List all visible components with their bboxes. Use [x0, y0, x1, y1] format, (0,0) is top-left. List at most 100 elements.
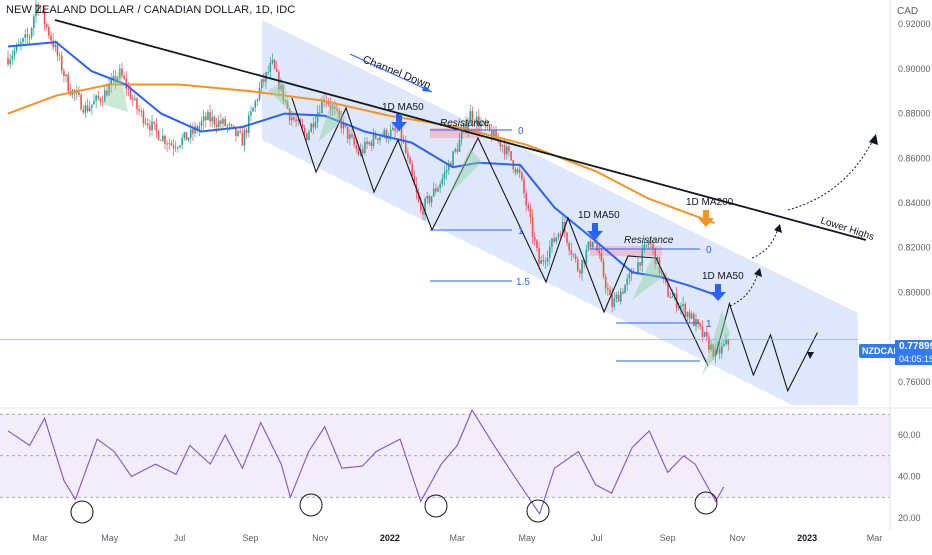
- candle: [540, 255, 542, 264]
- candle: [469, 104, 472, 122]
- candle: [303, 124, 306, 138]
- oversold-circle: [694, 491, 718, 515]
- candle: [428, 194, 431, 207]
- candle: [80, 92, 82, 111]
- candle: [486, 120, 489, 131]
- pair-title: NEW ZEALAND DOLLAR / CANADIAN DOLLAR, 1D…: [6, 4, 296, 16]
- candle-body: [667, 282, 669, 297]
- candle-body: [35, 4, 37, 17]
- candle: [63, 67, 65, 83]
- candle-body: [314, 122, 317, 128]
- candle: [220, 113, 222, 129]
- candle: [456, 143, 459, 155]
- continuation-curve: [729, 271, 759, 307]
- candle: [589, 238, 592, 250]
- candle: [123, 72, 125, 81]
- candle-body: [159, 140, 162, 141]
- candle: [572, 253, 575, 259]
- candle-body: [293, 117, 295, 120]
- candle-body: [196, 126, 198, 131]
- candle-body: [149, 125, 151, 131]
- ma-arrow-label: 1D MA50: [382, 102, 424, 113]
- candle: [647, 238, 650, 249]
- candle-body: [250, 111, 252, 116]
- candle-body: [579, 270, 581, 274]
- candle-body: [723, 344, 725, 346]
- candle-body: [432, 188, 435, 197]
- ma-arrow-label: 1D MA200: [686, 197, 734, 208]
- pattern-triangle: [702, 310, 730, 376]
- candle-body: [693, 313, 695, 327]
- candle: [82, 104, 85, 115]
- candle: [542, 254, 545, 267]
- candle-body: [686, 312, 689, 317]
- projection-path: [715, 301, 818, 393]
- candle-body: [192, 129, 194, 134]
- candle: [267, 65, 269, 76]
- candle-body: [177, 147, 179, 149]
- candle-body: [617, 294, 620, 302]
- candle: [604, 273, 607, 295]
- candle: [33, 14, 35, 36]
- candle-body: [273, 59, 276, 69]
- candle-body: [697, 319, 699, 324]
- candle: [501, 144, 504, 153]
- candle-body: [170, 143, 173, 146]
- oversold-circle: [299, 493, 323, 517]
- projection-arrowhead: [807, 352, 814, 359]
- candle: [17, 38, 20, 46]
- candle-body: [162, 135, 164, 141]
- candle: [723, 339, 725, 348]
- candle: [684, 301, 687, 321]
- candle: [585, 244, 588, 268]
- candle: [435, 183, 437, 195]
- candle-body: [338, 110, 340, 118]
- candle-body: [443, 172, 446, 179]
- candle-body: [538, 247, 540, 264]
- candle-body: [424, 198, 426, 215]
- candle: [200, 116, 203, 132]
- candle: [480, 117, 482, 129]
- candle: [140, 107, 143, 118]
- candle-body: [374, 133, 377, 139]
- candle: [157, 129, 160, 141]
- candle: [701, 320, 704, 342]
- candle: [426, 191, 429, 204]
- candle-body: [566, 232, 568, 243]
- candle-body: [88, 107, 91, 112]
- fib-level-label: 0: [706, 245, 712, 256]
- candle-body: [420, 201, 422, 211]
- candle-body: [346, 126, 349, 139]
- candle-body: [581, 259, 583, 274]
- candle: [35, 0, 37, 24]
- candle-body: [643, 244, 646, 249]
- candle: [598, 245, 601, 260]
- candle: [342, 119, 345, 135]
- candle-body: [112, 75, 115, 80]
- candle: [271, 53, 274, 65]
- oversold-circle: [526, 499, 550, 523]
- price-badge-pair: NZDCAD: [859, 344, 903, 358]
- candle-body: [45, 23, 48, 28]
- candle: [331, 102, 334, 116]
- pattern-triangle: [318, 100, 346, 142]
- candle: [458, 133, 461, 152]
- candle: [407, 147, 409, 163]
- ma50-arrow-icon: [587, 223, 603, 240]
- candle-body: [235, 126, 237, 136]
- candle-body: [213, 116, 216, 125]
- candle-body: [220, 120, 222, 124]
- candle: [192, 122, 194, 142]
- candle: [549, 240, 551, 266]
- candle-body: [308, 132, 310, 140]
- candle-body: [389, 129, 392, 138]
- candle: [452, 150, 454, 169]
- candle: [99, 96, 102, 106]
- candle: [28, 34, 31, 44]
- candle: [11, 49, 14, 66]
- candle: [600, 247, 603, 263]
- candle-body: [151, 121, 153, 131]
- candle-body: [351, 134, 353, 138]
- candle-body: [321, 99, 323, 114]
